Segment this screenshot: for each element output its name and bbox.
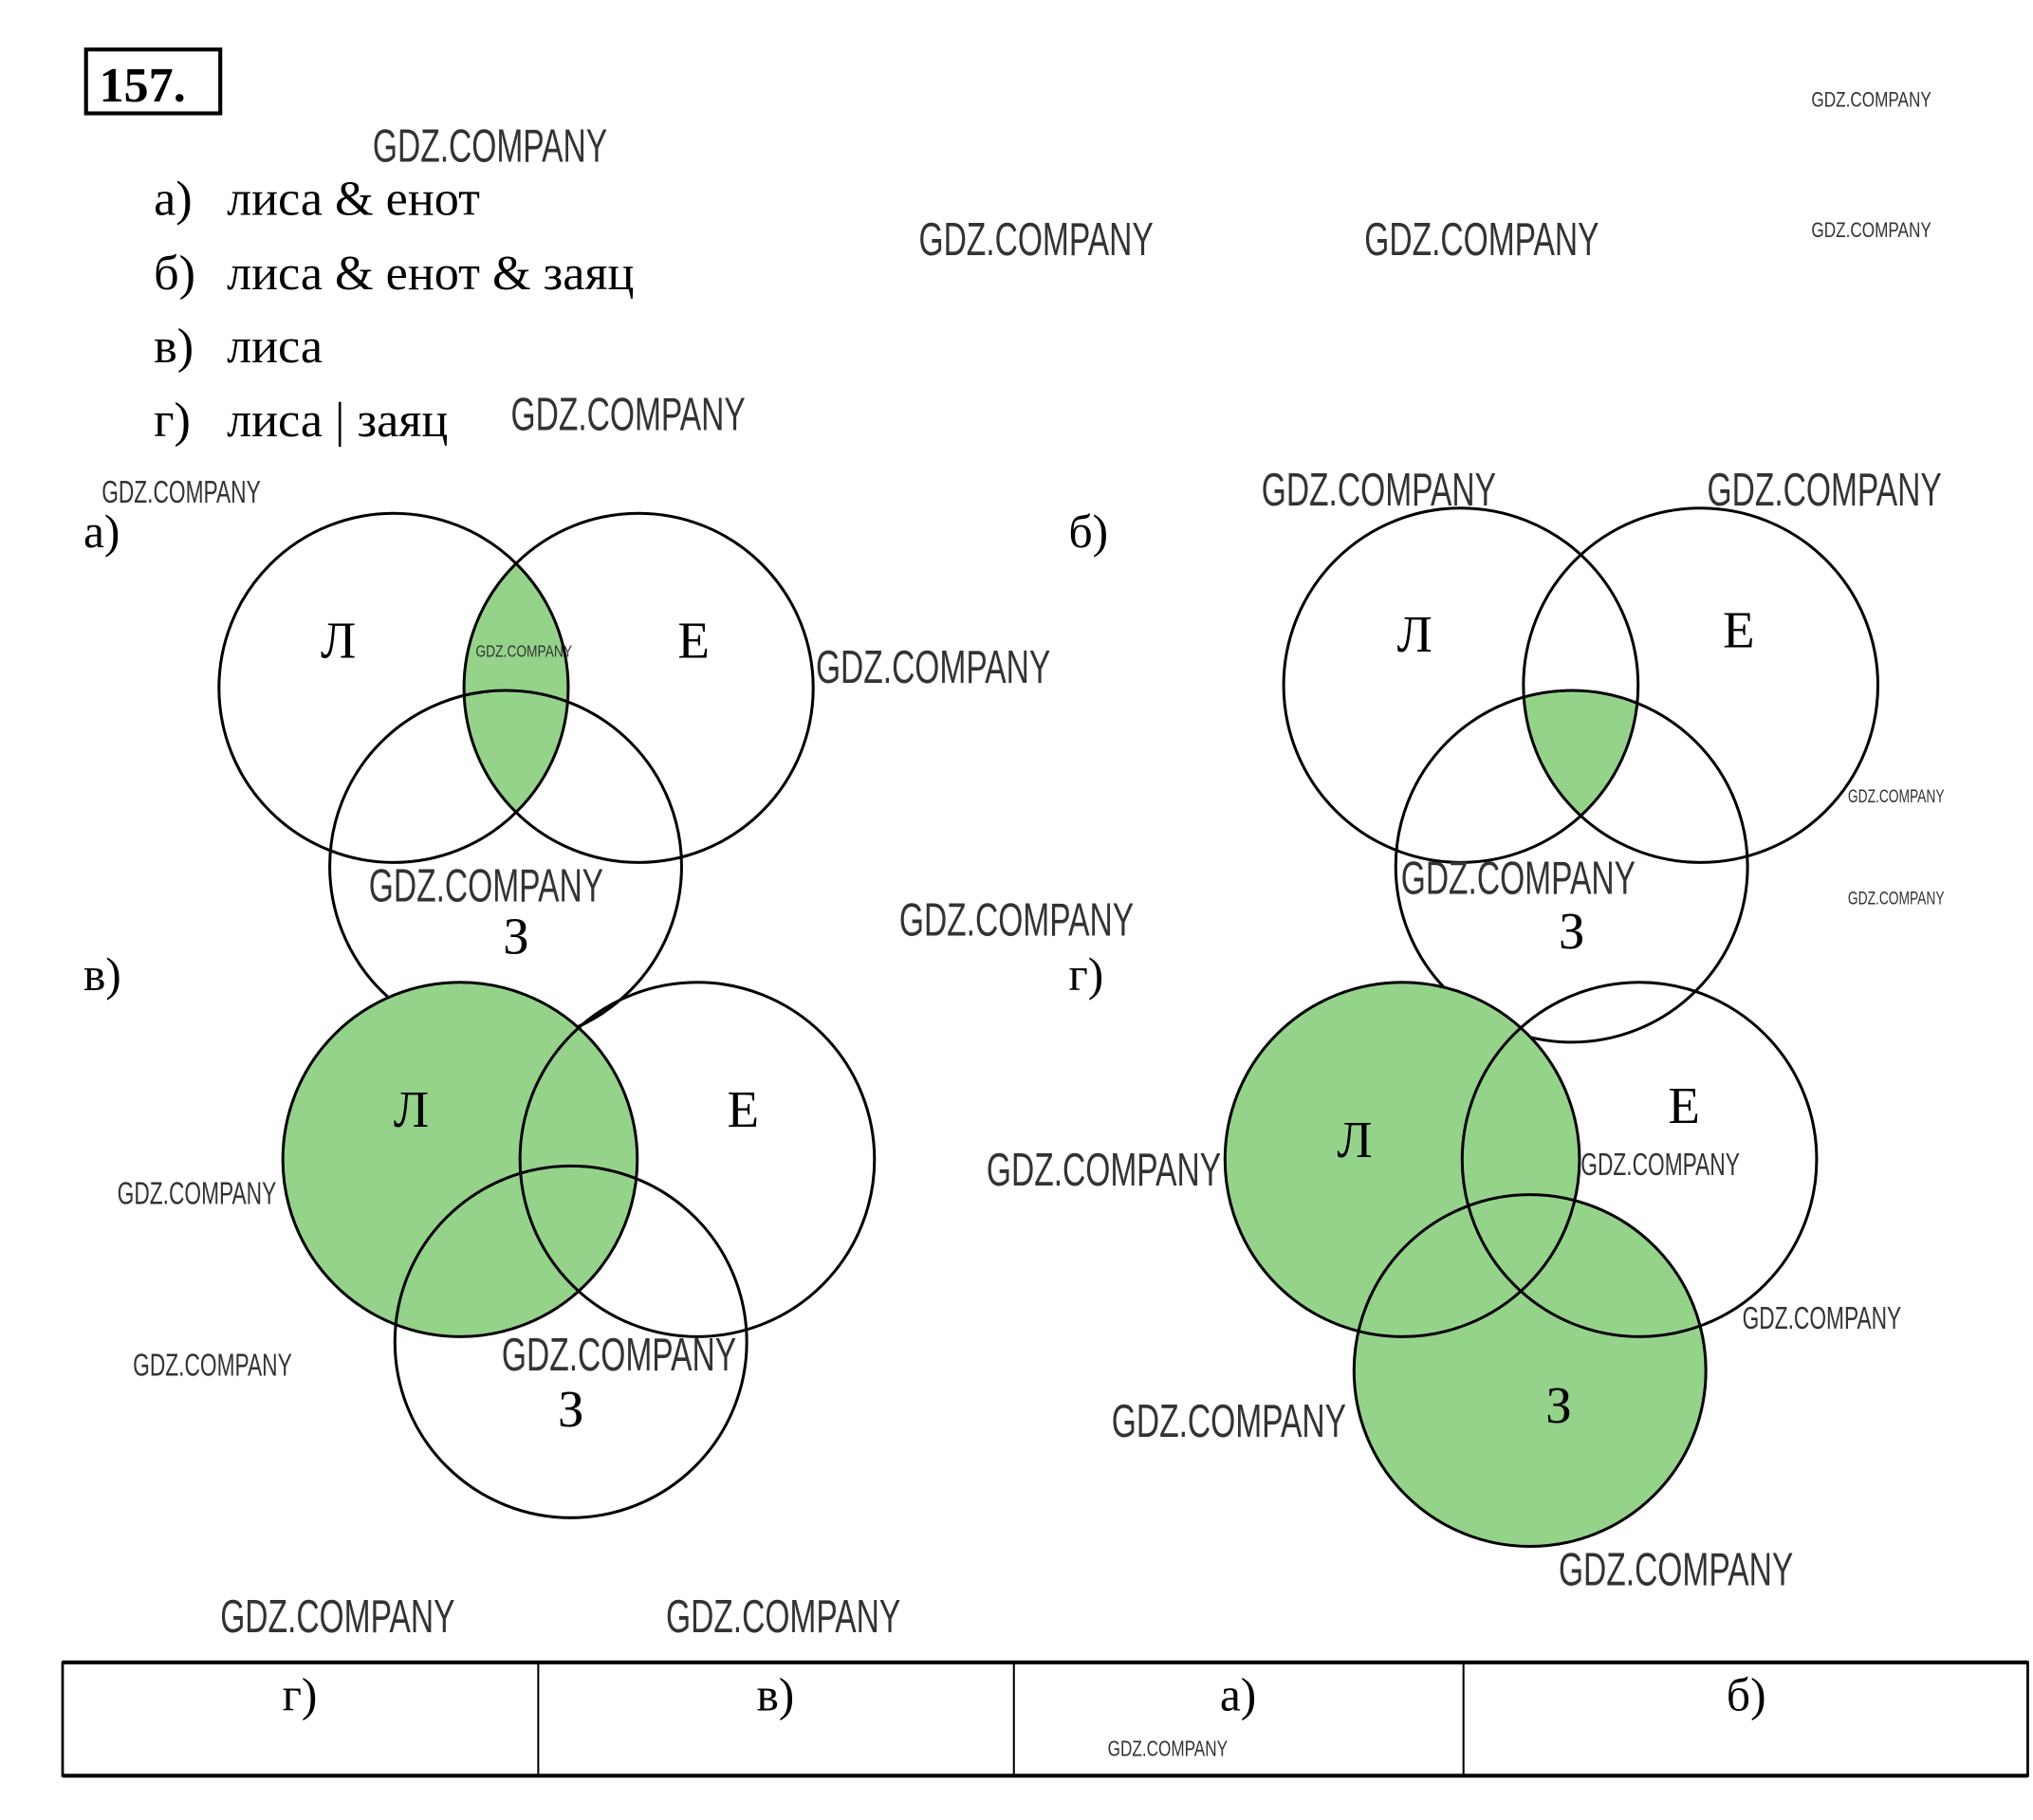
set-label: З (1545, 1376, 1572, 1434)
table-cell: в) (756, 1669, 794, 1721)
venn-diagram-g: г) Л Е З (1068, 948, 1819, 1549)
set-circle-hare (393, 1164, 749, 1519)
watermark: GDZ.COMPANY (1811, 218, 1931, 242)
query-label: г) (154, 393, 191, 448)
set-label: Л (1397, 605, 1432, 663)
watermark: GDZ.COMPANY (1848, 787, 1945, 807)
watermark: GDZ.COMPANY (816, 641, 1050, 693)
watermark: GDZ.COMPANY (987, 1144, 1221, 1196)
query-text: лиса | заяц (227, 393, 448, 448)
watermark: GDZ.COMPANY (1708, 464, 1942, 516)
watermark: GDZ.COMPANY (475, 641, 572, 660)
set-label: Е (677, 612, 710, 670)
query-label: в) (154, 319, 194, 374)
query-text: лиса (227, 319, 323, 374)
shaded-region (1354, 1194, 1707, 1547)
shaded-region (283, 982, 638, 1337)
query-text: лиса & енот & заяц (227, 246, 634, 301)
query-text: лиса & енот (227, 172, 480, 227)
watermark: GDZ.COMPANY (1811, 88, 1931, 112)
set-label: З (1559, 902, 1585, 960)
watermark: GDZ.COMPANY (1108, 1737, 1229, 1761)
set-label: Е (1668, 1076, 1700, 1134)
venn-diagram-a: а) Л Е З (83, 506, 815, 1044)
set-circle-raccoon (462, 511, 815, 864)
watermark: GDZ.COMPANY (369, 860, 603, 912)
set-circle-fox (1223, 981, 1581, 1338)
watermark: GDZ.COMPANY (118, 1175, 277, 1210)
watermark: GDZ.COMPANY (1580, 1147, 1740, 1182)
table-cell: б) (1727, 1669, 1766, 1721)
watermark: GDZ.COMPANY (102, 474, 261, 509)
venn-diagram-v: в) Л Е З (83, 948, 877, 1519)
venn-diagram-b: б) Л Е З (1068, 506, 1879, 1044)
diagram-label: б) (1068, 506, 1108, 558)
set-label: Е (728, 1080, 760, 1138)
query-list: а) лиса & енот б) лиса & енот & заяц в) … (154, 172, 634, 449)
watermark: GDZ.COMPANY (918, 213, 1153, 266)
watermarks: GDZ.COMPANY GDZ.COMPANY GDZ.COMPANY GDZ.… (102, 88, 1944, 1761)
query-label: а) (154, 172, 193, 227)
set-circle-raccoon (518, 981, 877, 1338)
watermark: GDZ.COMPANY (899, 893, 1134, 946)
set-label: Л (321, 612, 356, 670)
diagram-label: г) (1068, 948, 1103, 1001)
set-label: З (558, 1380, 584, 1438)
set-circle-fox (1282, 506, 1640, 864)
diagram-label: а) (83, 506, 120, 558)
set-circle-raccoon (1522, 506, 1879, 864)
set-circle-hare (1352, 1193, 1708, 1549)
watermark: GDZ.COMPANY (1559, 1544, 1793, 1596)
table-cell: г) (283, 1669, 318, 1721)
set-circle-fox (281, 981, 639, 1338)
watermark: GDZ.COMPANY (1364, 213, 1599, 266)
watermark: GDZ.COMPANY (1401, 852, 1636, 904)
watermark: GDZ.COMPANY (1262, 464, 1496, 516)
set-circle-raccoon (1460, 981, 1819, 1338)
set-label: З (503, 908, 529, 965)
watermark: GDZ.COMPANY (133, 1348, 292, 1383)
watermark: GDZ.COMPANY (373, 119, 607, 172)
watermark: GDZ.COMPANY (511, 388, 746, 440)
watermark: GDZ.COMPANY (1743, 1300, 1902, 1335)
watermark: GDZ.COMPANY (220, 1590, 454, 1643)
set-circle-hare (1394, 689, 1749, 1044)
watermark: GDZ.COMPANY (666, 1590, 900, 1643)
watermark: GDZ.COMPANY (1848, 889, 1945, 909)
set-label: Л (394, 1080, 429, 1138)
set-label: Л (1337, 1111, 1372, 1168)
problem-number-box (83, 47, 223, 116)
query-label: б) (154, 246, 195, 301)
table-cell: а) (1220, 1669, 1256, 1721)
answer-table: г) в) а) б) (61, 1660, 2029, 1778)
problem-number: 157. (99, 58, 185, 113)
watermark: GDZ.COMPANY (1112, 1395, 1346, 1447)
set-circle-fox (217, 511, 570, 864)
watermark: GDZ.COMPANY (502, 1329, 736, 1381)
set-label: Е (1723, 601, 1755, 659)
diagram-label: в) (83, 948, 121, 1001)
